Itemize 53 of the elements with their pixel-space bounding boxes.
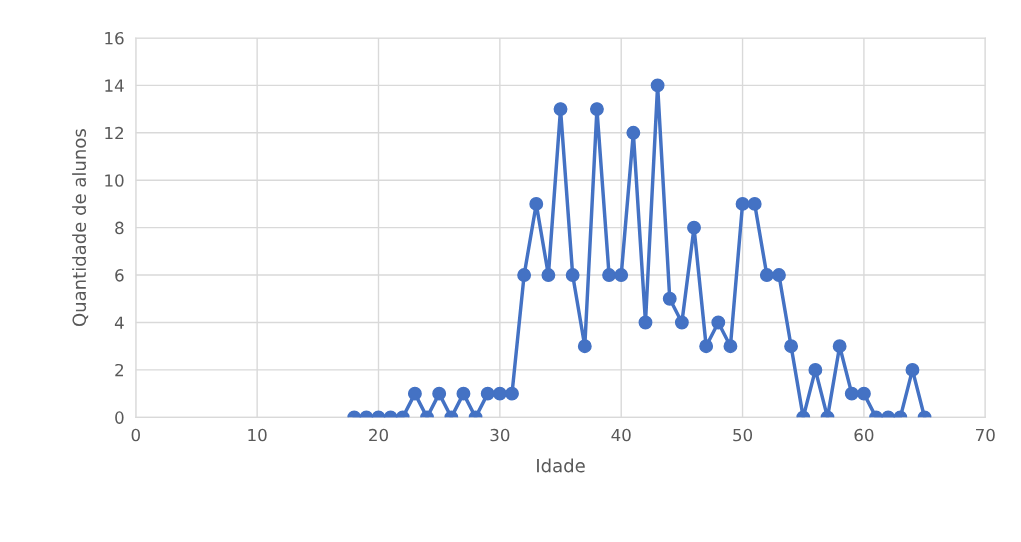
- point: [735, 196, 750, 211]
- point: [614, 268, 629, 283]
- point: [772, 268, 786, 283]
- y-tick-label: 14: [105, 79, 124, 92]
- x-tick-label: 20: [369, 428, 388, 442]
- point: [517, 268, 532, 283]
- x-tick-label: 30: [490, 428, 510, 442]
- x-tick-label: 0: [131, 428, 140, 442]
- point: [577, 339, 592, 354]
- point: [407, 386, 422, 401]
- y-tick-label: 0: [115, 411, 124, 424]
- x-axis-title: Idade: [537, 458, 585, 473]
- point: [529, 196, 544, 211]
- y-tick-label: 8: [115, 221, 124, 235]
- point: [856, 386, 871, 401]
- point: [674, 315, 689, 330]
- point: [723, 339, 738, 354]
- y-tick-label: 16: [105, 31, 124, 45]
- y-tick-label: 10: [105, 174, 124, 187]
- point: [687, 220, 701, 235]
- x-tick-label: 60: [854, 428, 874, 442]
- point: [638, 315, 653, 330]
- point: [711, 315, 726, 330]
- x-tick-label: 50: [733, 428, 753, 442]
- point: [565, 268, 580, 283]
- point: [626, 125, 641, 140]
- y-tick-label: 4: [114, 316, 124, 329]
- y-tick-label: 2: [115, 363, 124, 377]
- point: [480, 386, 495, 401]
- point: [650, 78, 665, 93]
- x-tick-label: 10: [248, 428, 267, 442]
- point: [492, 386, 507, 401]
- point: [541, 268, 556, 283]
- point: [905, 362, 920, 377]
- y-tick-label: 12: [105, 126, 124, 140]
- point: [808, 362, 823, 377]
- point: [662, 291, 677, 306]
- point: [456, 386, 471, 401]
- point: [759, 268, 774, 283]
- point: [747, 196, 762, 211]
- point: [844, 386, 859, 401]
- point: [432, 386, 447, 401]
- y-tick-label: 6: [115, 269, 124, 282]
- x-tick-label: 70: [976, 428, 995, 442]
- x-tick-label: 40: [611, 428, 631, 442]
- y-axis-title: Quantidade de alunos: [72, 129, 89, 327]
- point: [505, 386, 519, 401]
- point: [553, 102, 568, 117]
- point: [784, 339, 799, 354]
- point: [832, 339, 847, 354]
- point: [699, 339, 714, 354]
- point: [602, 268, 617, 283]
- point: [589, 102, 604, 117]
